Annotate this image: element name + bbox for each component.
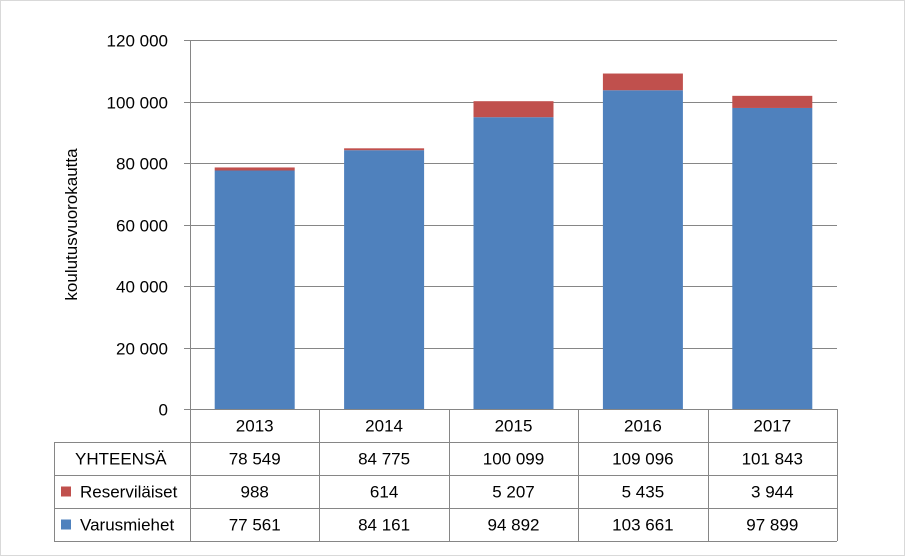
x-tick-label: 2013 (236, 417, 274, 436)
data-label: 3 944 (751, 483, 794, 502)
bar-reservil-iset-2016 (602, 73, 683, 91)
bar-varusmiehet-2014 (344, 150, 425, 409)
legend-swatch (61, 486, 71, 497)
x-tick-label: 2017 (753, 417, 791, 436)
x-tick-label: 2016 (624, 417, 662, 436)
bar-reservil-iset-2015 (473, 101, 554, 118)
legend-label: Reserviläiset (80, 483, 178, 502)
bar-reservil-iset-2013 (214, 167, 295, 171)
data-label: 5 207 (492, 483, 535, 502)
y-tick-label: 80 000 (116, 155, 168, 174)
legend-label: Varusmiehet (80, 516, 174, 535)
data-label: 100 099 (483, 450, 544, 469)
legend-swatch (61, 519, 71, 530)
bar-varusmiehet-2017 (732, 107, 813, 409)
x-tick-label: 2014 (365, 417, 403, 436)
y-axis-label: koulutusvuorokautta (62, 148, 81, 301)
data-label: 103 661 (612, 516, 673, 535)
bar-varusmiehet-2013 (214, 170, 295, 409)
data-label: 97 899 (746, 516, 798, 535)
y-tick-label: 60 000 (116, 217, 168, 236)
data-label: 101 843 (742, 450, 803, 469)
data-label: 614 (370, 483, 398, 502)
data-label: 84 161 (358, 516, 410, 535)
data-label: 109 096 (612, 450, 673, 469)
y-tick-label: 0 (159, 401, 168, 420)
y-tick-label: 100 000 (107, 94, 168, 113)
y-tick-label: 120 000 (107, 32, 168, 51)
bar-varusmiehet-2016 (602, 90, 683, 409)
x-tick-label: 2015 (495, 417, 533, 436)
data-label: 84 775 (358, 450, 410, 469)
data-label: 5 435 (622, 483, 665, 502)
data-label: 94 892 (488, 516, 540, 535)
bar-reservil-iset-2014 (344, 148, 425, 151)
data-label: 988 (241, 483, 269, 502)
data-label: 77 561 (229, 516, 281, 535)
y-tick-label: 20 000 (116, 340, 168, 359)
bar-varusmiehet-2015 (473, 117, 554, 410)
table-row-label: YHTEENSÄ (75, 450, 167, 469)
bar-reservil-iset-2017 (732, 95, 813, 108)
y-tick-label: 40 000 (116, 278, 168, 297)
data-label: 78 549 (229, 450, 281, 469)
